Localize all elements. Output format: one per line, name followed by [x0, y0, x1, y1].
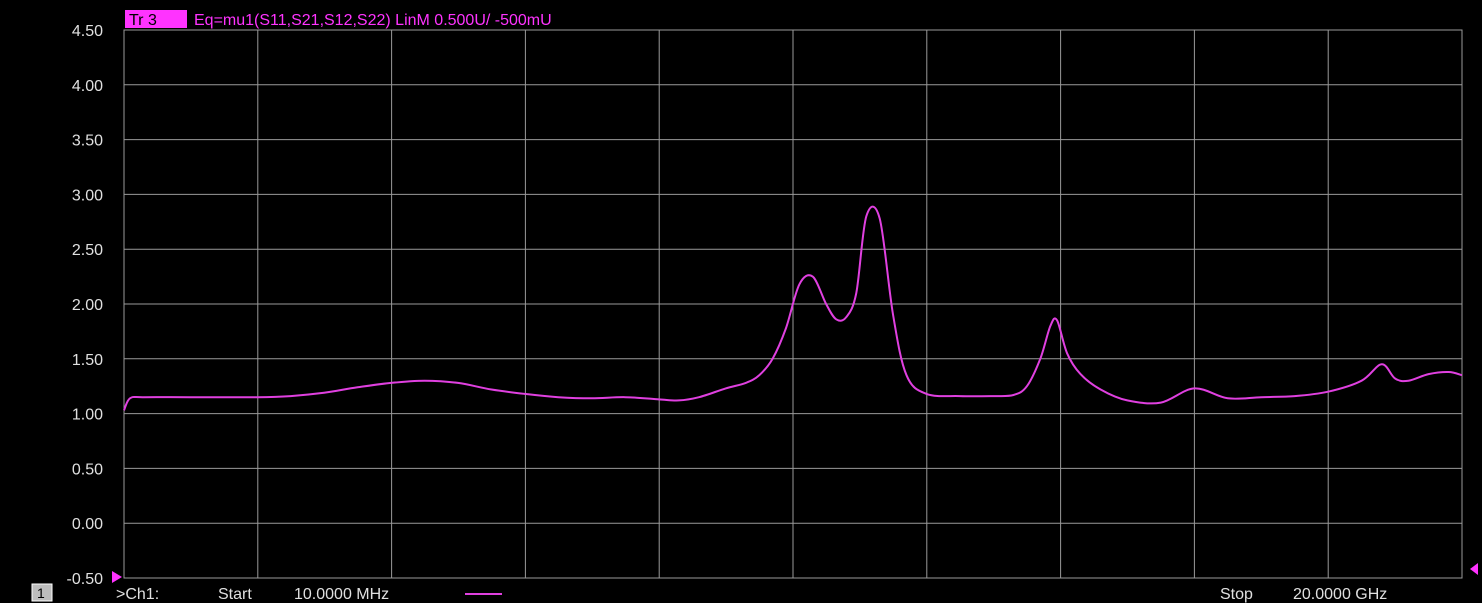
start-value[interactable]: 10.0000 MHz: [294, 586, 389, 603]
channel-number-box[interactable]: [31, 583, 53, 602]
y-tick-label: 3.50: [72, 133, 103, 150]
start-label: Start: [218, 586, 252, 603]
stop-value[interactable]: 20.0000 GHz: [1293, 586, 1387, 603]
y-tick-label: 4.00: [72, 78, 103, 95]
stop-marker-icon: [1470, 563, 1478, 575]
trace-description: Eq=mu1(S11,S21,S12,S22) LinM 0.500U/ -50…: [194, 12, 552, 29]
y-axis-ticks: 4.50 4.00 3.50 3.00 2.50 2.00 1.50 1.00 0.50 0.00…: [67, 23, 104, 588]
y-tick-label: 1.00: [72, 407, 103, 424]
trace-badge[interactable]: Tr 3: [129, 12, 157, 29]
y-tick-label: 3.00: [72, 187, 103, 204]
y-tick-label: -0.50: [67, 571, 104, 588]
y-tick-label: 2.00: [72, 297, 103, 314]
plot-frame: [123, 29, 1463, 579]
trace-line: [123, 205, 1463, 411]
grid: [124, 30, 1462, 578]
start-marker-icon: [112, 571, 122, 583]
y-tick-label: 0.00: [72, 516, 103, 533]
stop-label: Stop: [1220, 586, 1253, 603]
channel-label: >Ch1:: [116, 586, 159, 603]
y-tick-label: 4.50: [72, 23, 103, 40]
y-tick-label: 1.50: [72, 352, 103, 369]
y-tick-label: 0.50: [72, 461, 103, 478]
y-tick-label: 2.50: [72, 242, 103, 259]
trace-badge-background: [125, 10, 187, 28]
channel-number: 1: [37, 585, 45, 601]
